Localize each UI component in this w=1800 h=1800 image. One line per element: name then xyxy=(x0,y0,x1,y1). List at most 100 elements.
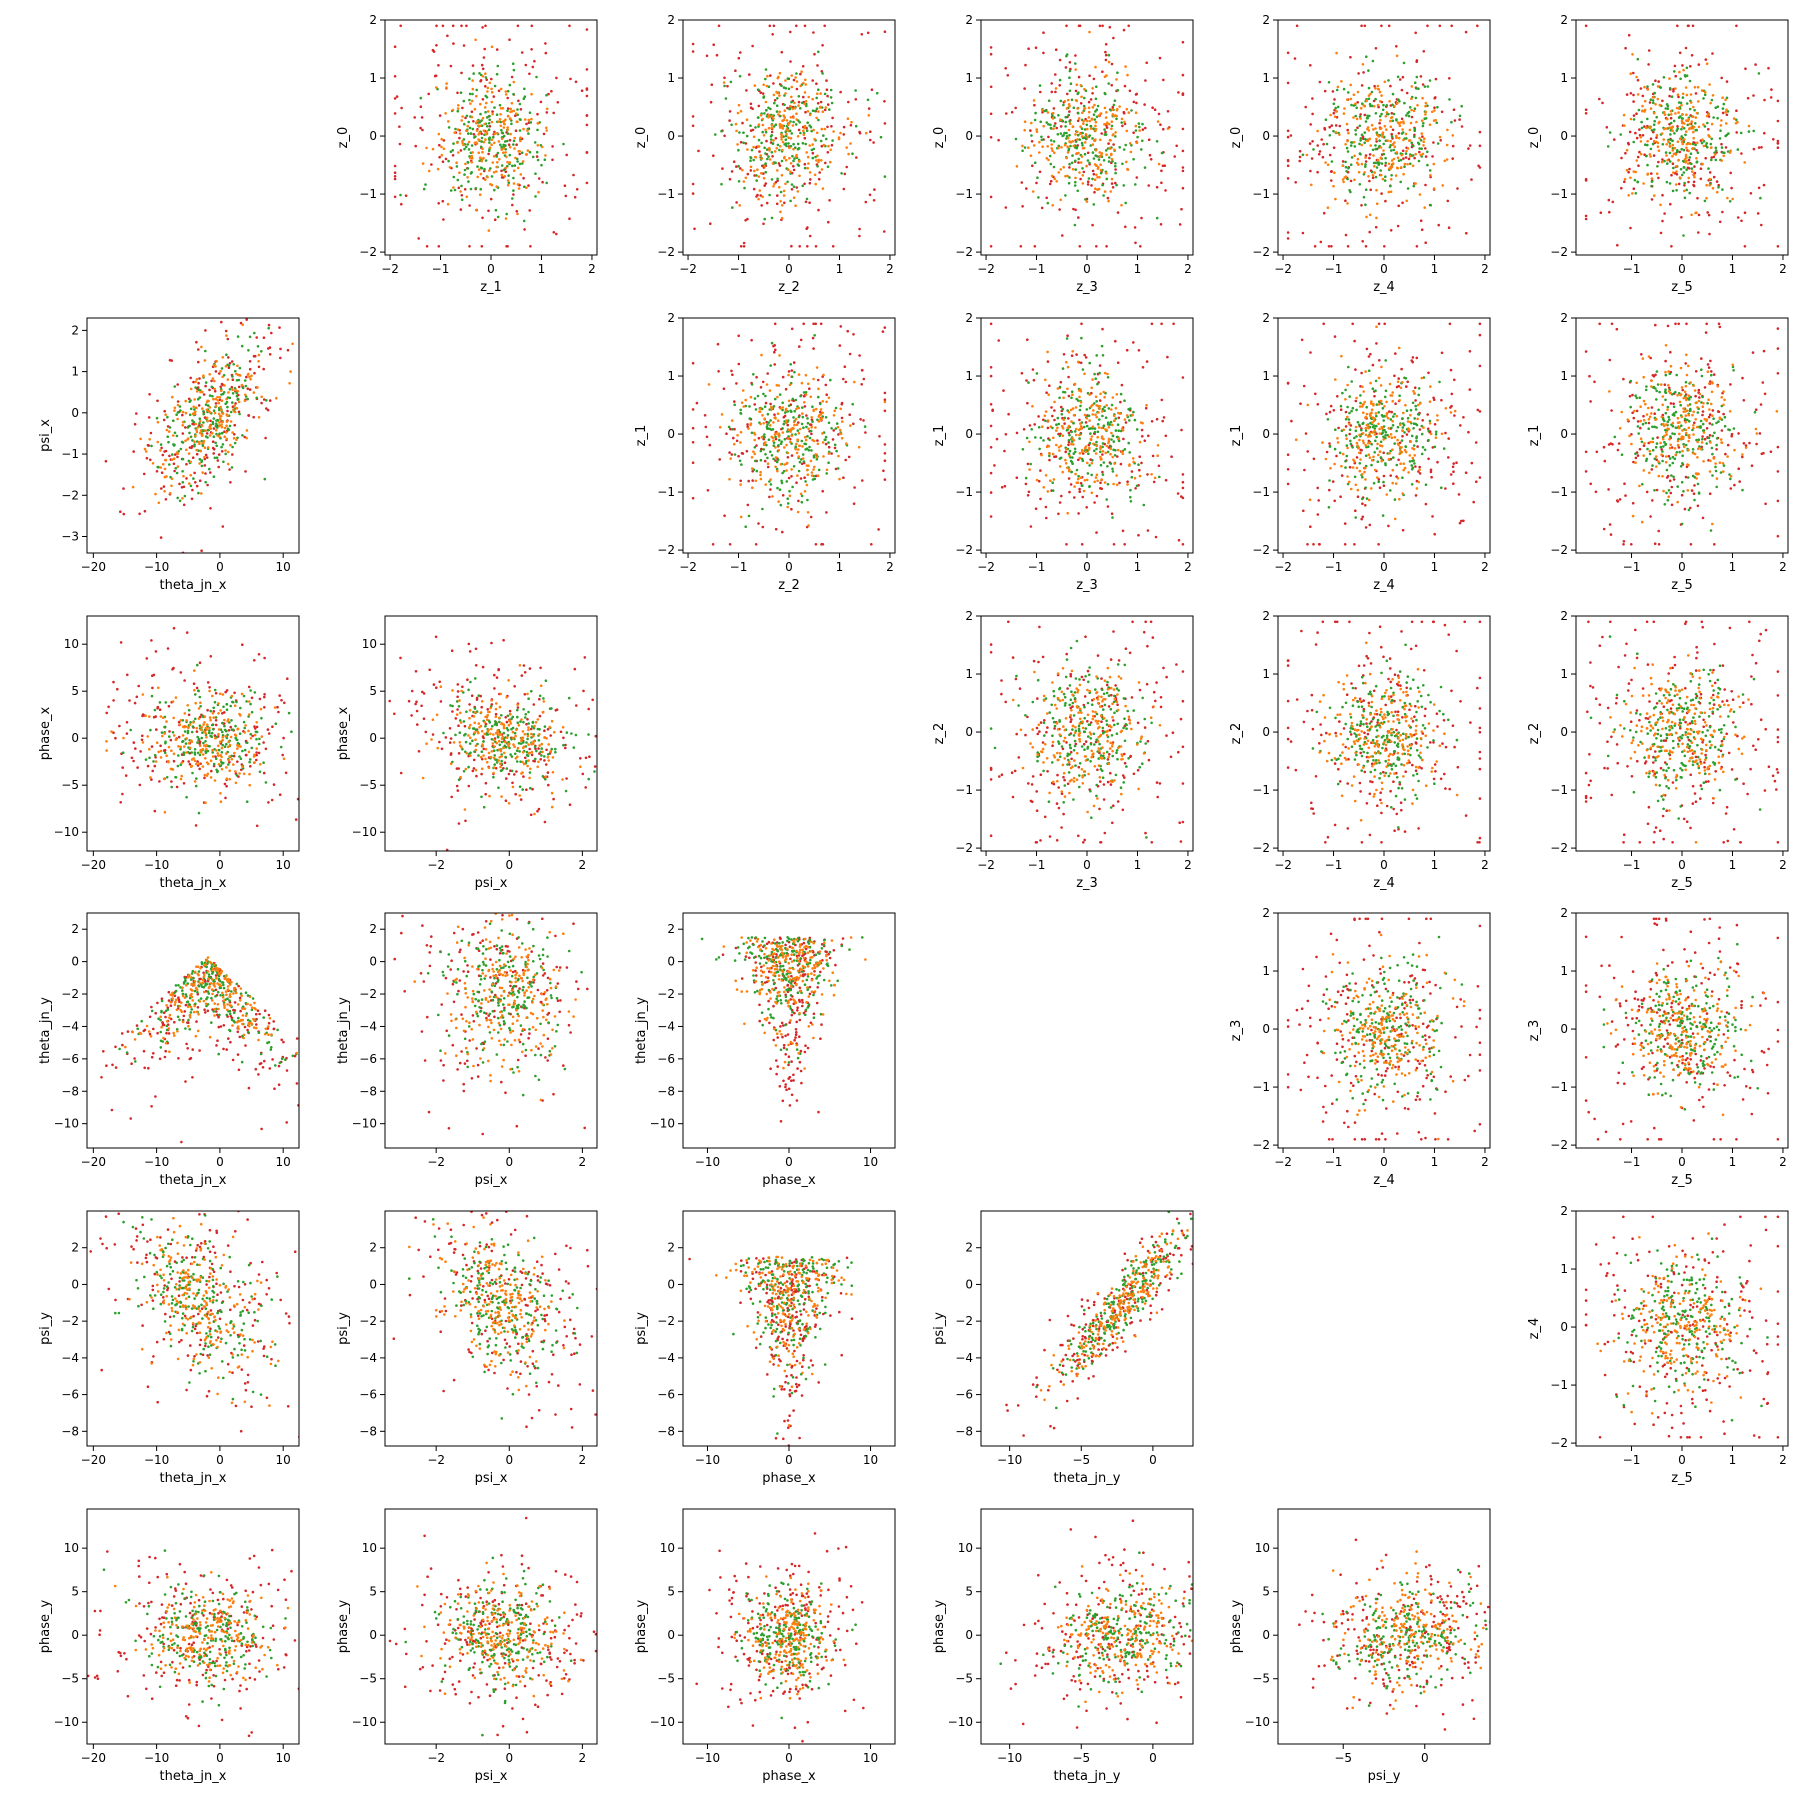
scatter-point xyxy=(1097,158,1101,161)
scatter-point xyxy=(1095,444,1098,448)
scatter-point xyxy=(883,122,887,125)
scatter-point xyxy=(785,119,789,122)
scatter-point xyxy=(1103,395,1106,399)
scatter-point xyxy=(495,155,499,158)
scatter-point xyxy=(1096,104,1100,108)
scatter-point xyxy=(467,132,470,135)
scatter-point xyxy=(211,422,215,426)
scatter-point xyxy=(253,331,256,335)
scatter-point xyxy=(1132,157,1135,161)
scatter-point xyxy=(771,162,775,165)
scatter-point xyxy=(1135,92,1138,96)
scatter-point xyxy=(1068,133,1071,137)
scatter-point xyxy=(1090,435,1094,438)
scatter-point xyxy=(170,359,173,362)
scatter-point xyxy=(1338,133,1341,136)
scatter-point xyxy=(480,124,484,127)
scatter-point xyxy=(765,139,768,143)
scatter-point xyxy=(1074,54,1077,57)
scatter-point xyxy=(192,405,195,409)
scatter-point xyxy=(785,443,788,447)
scatter-point xyxy=(1027,47,1030,50)
scatter-point xyxy=(517,187,521,190)
scatter-point xyxy=(1116,211,1120,214)
scatter-point xyxy=(1776,99,1780,103)
scatter-point xyxy=(1665,180,1669,184)
scatter-point xyxy=(1715,190,1719,194)
scatter-point xyxy=(1364,120,1368,123)
scatter-point xyxy=(1157,464,1161,468)
scatter-point xyxy=(1371,148,1375,152)
scatter-point xyxy=(175,413,178,417)
scatter-point xyxy=(797,373,801,376)
scatter-point xyxy=(1073,430,1077,433)
scatter-point xyxy=(1067,431,1071,435)
scatter-point xyxy=(852,333,855,336)
scatter-point xyxy=(224,329,228,333)
scatter-point xyxy=(1046,145,1049,148)
scatter-point xyxy=(763,433,766,436)
scatter-point xyxy=(519,108,523,111)
scatter-point xyxy=(766,157,769,161)
scatter-point xyxy=(738,131,741,134)
scatter-point xyxy=(204,329,207,332)
scatter-point xyxy=(1717,186,1720,189)
scatter-point xyxy=(1649,137,1653,140)
scatter-point xyxy=(817,110,820,113)
scatter-point xyxy=(1632,118,1636,121)
scatter-point xyxy=(1074,208,1077,212)
scatter-point xyxy=(815,455,818,459)
scatter-point xyxy=(1060,146,1063,149)
scatter-point xyxy=(468,156,472,160)
scatter-point xyxy=(138,512,141,516)
scatter-point xyxy=(1098,364,1102,367)
scatter-point xyxy=(810,432,813,436)
scatter-point xyxy=(823,108,827,112)
scatter-point xyxy=(1362,71,1365,74)
scatter-point xyxy=(816,165,819,168)
scatter-point xyxy=(1678,137,1682,140)
scatter-point xyxy=(208,373,211,376)
scatter-point xyxy=(784,79,787,82)
scatter-point xyxy=(512,139,516,143)
scatter-point xyxy=(1081,182,1085,185)
scatter-point xyxy=(770,115,773,118)
scatter-point xyxy=(1377,163,1380,166)
scatter-point xyxy=(202,439,206,443)
scatter-point xyxy=(802,133,806,136)
scatter-point xyxy=(1369,92,1372,96)
scatter-point xyxy=(728,119,731,122)
scatter-point xyxy=(1648,153,1652,156)
scatter-point xyxy=(1690,162,1693,166)
scatter-point xyxy=(778,164,782,167)
scatter-point xyxy=(799,72,802,76)
scatter-point xyxy=(730,453,734,456)
scatter-point xyxy=(1386,139,1389,142)
scatter-point xyxy=(795,442,798,446)
scatter-point xyxy=(470,99,474,103)
scatter-point xyxy=(814,155,817,159)
scatter-point xyxy=(1374,97,1377,101)
scatter-point xyxy=(456,141,459,145)
scatter-point xyxy=(1724,110,1727,114)
scatter-point xyxy=(1077,428,1081,432)
scatter-point xyxy=(460,184,463,188)
scatter-point xyxy=(812,377,815,381)
scatter-point xyxy=(1584,108,1588,111)
scatter-point xyxy=(1111,108,1114,111)
scatter-point xyxy=(1156,120,1160,123)
scatter-point xyxy=(781,125,784,128)
scatter-point xyxy=(792,159,795,163)
scatter-point xyxy=(777,500,780,503)
scatter-point xyxy=(230,360,234,363)
scatter-point xyxy=(839,325,843,328)
scatter-point xyxy=(795,481,798,485)
scatter-point xyxy=(1083,372,1086,376)
scatter-point xyxy=(1058,84,1061,87)
scatter-point xyxy=(1091,92,1094,95)
scatter-point xyxy=(245,429,249,432)
scatter-point xyxy=(1390,116,1394,119)
scatter-point xyxy=(232,363,235,366)
scatter-point xyxy=(1069,144,1072,148)
scatter-point xyxy=(804,391,808,394)
